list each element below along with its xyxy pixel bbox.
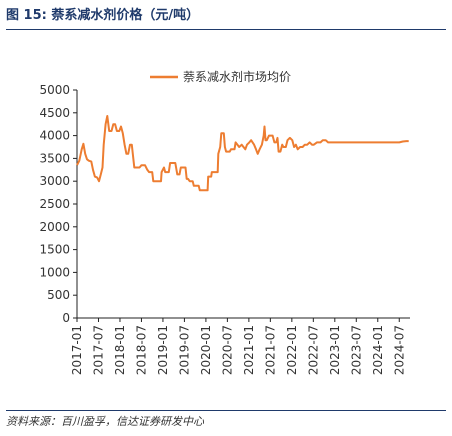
source-note: 资料来源：百川盈孚，信达证券研发中心 xyxy=(6,415,204,428)
x-tick-label: 2023-01 xyxy=(328,325,342,375)
chart-legend: 萘系减水剂市场均价 xyxy=(150,69,291,84)
x-tick-label: 2017-07 xyxy=(91,325,105,375)
bottom-rule xyxy=(6,410,446,411)
x-tick-label: 2024-01 xyxy=(371,325,385,375)
y-tick-label: 4000 xyxy=(39,129,70,143)
y-tick-label: 1500 xyxy=(39,243,70,257)
x-tick-label: 2023-07 xyxy=(349,325,363,375)
x-tick-label: 2021-01 xyxy=(242,325,256,375)
x-tick-label: 2024-07 xyxy=(392,325,406,375)
series-group xyxy=(76,115,409,192)
x-tick-label: 2021-07 xyxy=(263,325,277,375)
y-tick-label: 2000 xyxy=(39,220,70,234)
y-tick-label: 1000 xyxy=(39,265,70,279)
x-tick-label: 2019-01 xyxy=(156,325,170,375)
x-tick-label: 2018-01 xyxy=(113,325,127,375)
x-tick-label: 2019-07 xyxy=(177,325,191,375)
y-axis: 0 500 1000 1500 2000 2500 3000 3500 4000 4500 5000 xyxy=(39,83,78,325)
x-tick-label: 2017-01 xyxy=(70,325,84,375)
x-tick-label: 2020-01 xyxy=(199,325,213,375)
legend-label: 萘系减水剂市场均价 xyxy=(183,69,291,84)
y-tick-label: 5000 xyxy=(39,83,70,97)
y-tick-label: 2500 xyxy=(39,197,70,211)
y-tick-label: 0 xyxy=(62,311,70,325)
series-line xyxy=(76,115,409,192)
x-tick-label: 2022-01 xyxy=(285,325,299,375)
x-tick-label: 2018-07 xyxy=(134,325,148,375)
x-axis: 2017-01 2017-07 2018-01 2018-07 2019-01 2019-… xyxy=(70,317,410,375)
y-tick-label: 3000 xyxy=(39,174,70,188)
y-tick-label: 500 xyxy=(47,288,70,302)
title-rule xyxy=(6,29,446,30)
x-tick-label: 2022-07 xyxy=(306,325,320,375)
y-tick-label: 3500 xyxy=(39,151,70,165)
y-tick-label: 4500 xyxy=(39,106,70,120)
x-tick-label: 2020-07 xyxy=(220,325,234,375)
figure-title: 图 15: 萘系减水剂价格（元/吨） xyxy=(6,8,200,23)
